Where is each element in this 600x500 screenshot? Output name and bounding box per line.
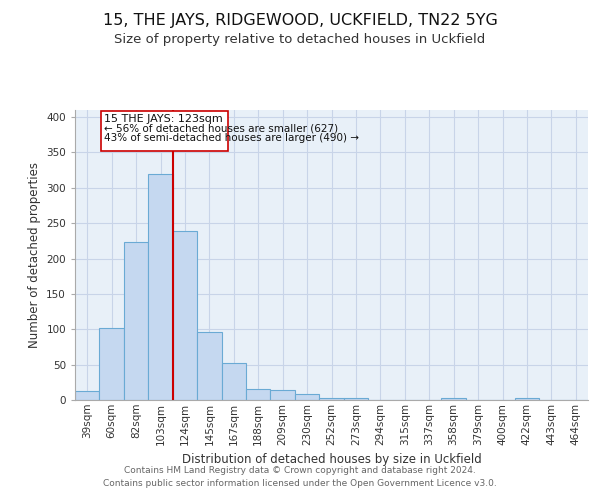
- Y-axis label: Number of detached properties: Number of detached properties: [28, 162, 41, 348]
- Bar: [515, 398, 539, 400]
- Bar: [221, 362, 246, 400]
- Bar: [75, 391, 100, 400]
- Text: 15 THE JAYS: 123sqm: 15 THE JAYS: 123sqm: [104, 114, 223, 124]
- Text: 15, THE JAYS, RIDGEWOOD, UCKFIELD, TN22 5YG: 15, THE JAYS, RIDGEWOOD, UCKFIELD, TN22 …: [103, 12, 497, 28]
- Text: ← 56% of detached houses are smaller (627): ← 56% of detached houses are smaller (62…: [104, 124, 338, 134]
- Bar: [442, 398, 466, 400]
- Text: 43% of semi-detached houses are larger (490) →: 43% of semi-detached houses are larger (…: [104, 134, 359, 143]
- Bar: [124, 242, 148, 400]
- Bar: [246, 388, 271, 400]
- Bar: [101, 110, 227, 151]
- Bar: [344, 398, 368, 400]
- Bar: [319, 398, 344, 400]
- Bar: [197, 332, 221, 400]
- X-axis label: Distribution of detached houses by size in Uckfield: Distribution of detached houses by size …: [182, 453, 481, 466]
- Text: Contains HM Land Registry data © Crown copyright and database right 2024.
Contai: Contains HM Land Registry data © Crown c…: [103, 466, 497, 487]
- Bar: [148, 174, 173, 400]
- Bar: [173, 231, 197, 400]
- Bar: [100, 328, 124, 400]
- Bar: [271, 390, 295, 400]
- Bar: [295, 394, 319, 400]
- Text: Size of property relative to detached houses in Uckfield: Size of property relative to detached ho…: [115, 32, 485, 46]
